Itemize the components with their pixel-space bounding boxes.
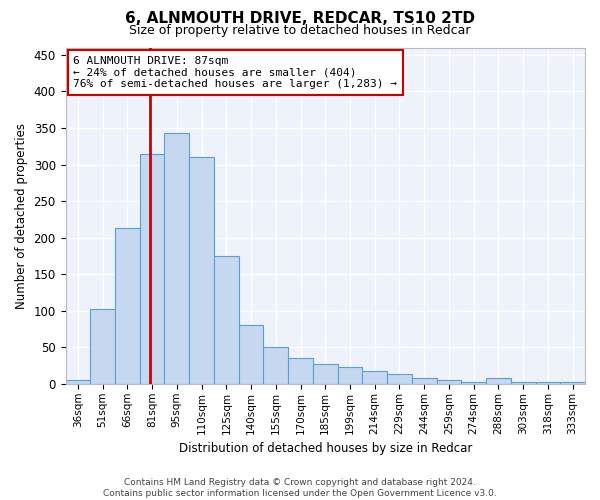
Bar: [140, 154, 164, 384]
Bar: [115, 228, 140, 384]
Text: Size of property relative to detached houses in Redcar: Size of property relative to detached ho…: [129, 24, 471, 37]
Bar: [560, 382, 585, 384]
Bar: [387, 374, 412, 384]
Bar: [65, 380, 90, 384]
Bar: [461, 382, 486, 384]
Bar: [164, 133, 189, 384]
Text: 6 ALNMOUTH DRIVE: 87sqm
← 24% of detached houses are smaller (404)
76% of semi-d: 6 ALNMOUTH DRIVE: 87sqm ← 24% of detache…: [73, 56, 397, 89]
Y-axis label: Number of detached properties: Number of detached properties: [15, 122, 28, 308]
Bar: [288, 358, 313, 384]
Bar: [239, 326, 263, 384]
Bar: [412, 378, 437, 384]
Bar: [338, 367, 362, 384]
Bar: [189, 157, 214, 384]
Bar: [263, 348, 288, 384]
Bar: [362, 370, 387, 384]
Text: Contains HM Land Registry data © Crown copyright and database right 2024.
Contai: Contains HM Land Registry data © Crown c…: [103, 478, 497, 498]
Text: 6, ALNMOUTH DRIVE, REDCAR, TS10 2TD: 6, ALNMOUTH DRIVE, REDCAR, TS10 2TD: [125, 11, 475, 26]
Bar: [313, 364, 338, 384]
Bar: [536, 382, 560, 384]
Bar: [437, 380, 461, 384]
Bar: [486, 378, 511, 384]
Bar: [90, 308, 115, 384]
X-axis label: Distribution of detached houses by size in Redcar: Distribution of detached houses by size …: [179, 442, 472, 455]
Bar: [511, 382, 536, 384]
Bar: [214, 256, 239, 384]
